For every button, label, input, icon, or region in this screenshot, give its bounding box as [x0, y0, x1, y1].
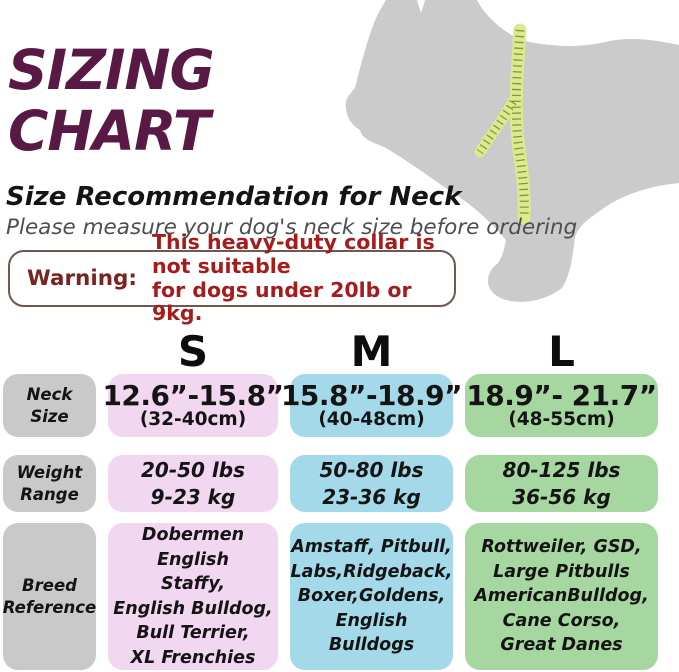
breed-reference-row-label: Breed Reference	[3, 523, 96, 670]
size-header-m: M	[350, 327, 393, 376]
warning-box: Warning: This heavy-duty collar is not s…	[8, 231, 456, 325]
warning-label: Warning:	[27, 266, 138, 291]
dog-silhouette-shape	[345, 0, 679, 302]
sizing-table: S M L Neck Size 12.6”-15.8” (32-40cm) 15…	[3, 330, 658, 670]
weight-range-row: Weight Range 20-50 lbs 9-23 kg 50-80 lbs…	[3, 455, 658, 512]
weight-range-s: 20-50 lbs 9-23 kg	[108, 455, 278, 512]
dog-with-measuring-tape-graphic	[345, 0, 679, 302]
neck-size-s: 12.6”-15.8” (32-40cm)	[102, 374, 284, 437]
neck-size-s-cm: (32-40cm)	[139, 409, 247, 431]
weight-range-row-label: Weight Range	[3, 455, 96, 512]
weight-range-l: 80-125 lbs 36-56 kg	[465, 455, 658, 512]
page-subtitle: Size Recommendation for Neck	[6, 182, 462, 212]
neck-size-s-inches: 12.6”-15.8”	[102, 378, 284, 412]
size-header-l: L	[548, 327, 575, 376]
size-header-s: S	[177, 327, 209, 376]
page-title: SIZING CHART	[8, 38, 215, 163]
neck-size-row: Neck Size 12.6”-15.8” (32-40cm) 15.8”-18…	[3, 374, 658, 437]
warning-message: This heavy-duty collar is not suitable f…	[152, 230, 435, 326]
size-header-row: S M L	[3, 330, 658, 374]
breed-reference-m: Amstaff, Pitbull, Labs,Ridgeback, Boxer,…	[290, 523, 453, 670]
dog-silhouette-illustration	[334, 0, 679, 315]
neck-size-m: 15.8”-18.9” (40-48cm)	[281, 374, 463, 437]
measure-note: Please measure your dog's neck size befo…	[6, 215, 578, 240]
breed-reference-s: Dobermen English Staffy, English Bulldog…	[108, 523, 278, 670]
breed-reference-row: Breed Reference Dobermen English Staffy,…	[3, 523, 658, 670]
breed-reference-l: Rottweiler, GSD, Large Pitbulls American…	[465, 523, 658, 670]
weight-range-m: 50-80 lbs 23-36 kg	[290, 455, 453, 512]
measuring-tape-diagonal	[474, 96, 519, 158]
neck-size-m-inches: 15.8”-18.9”	[280, 378, 463, 412]
neck-size-l-cm: (48-55cm)	[508, 409, 615, 431]
neck-size-m-cm: (40-48cm)	[318, 409, 425, 431]
neck-size-l-inches: 18.9”- 21.7”	[466, 378, 657, 412]
measuring-tape-vertical	[509, 23, 531, 225]
neck-size-l: 18.9”- 21.7” (48-55cm)	[465, 374, 658, 437]
header-spacer	[3, 330, 96, 374]
neck-size-row-label: Neck Size	[3, 374, 96, 437]
